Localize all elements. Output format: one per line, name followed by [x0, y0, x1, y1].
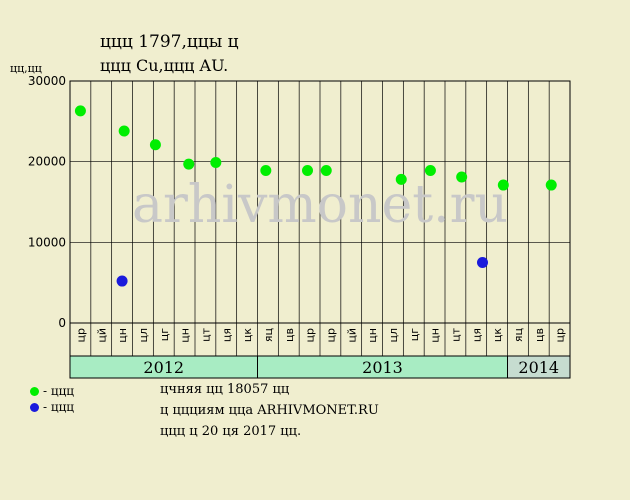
month-label: яц	[262, 328, 275, 342]
data-point-series1	[149, 139, 161, 151]
legend-item-series2: - ццц	[30, 400, 74, 414]
data-point-series1	[210, 156, 222, 168]
year-label: 2012	[143, 358, 184, 377]
legend-label-series2: - ццц	[43, 400, 75, 414]
month-label: цр	[554, 328, 567, 342]
data-point-series1	[424, 165, 436, 177]
month-label: цл	[137, 328, 150, 343]
month-label: цн	[366, 328, 379, 343]
data-point-series1	[302, 165, 313, 177]
year-label: 2013	[362, 358, 403, 377]
month-label: цг	[408, 328, 421, 341]
data-point-series1	[260, 165, 272, 177]
month-label: цр	[324, 328, 337, 342]
data-point-series1	[118, 125, 130, 137]
data-point-series1	[74, 105, 86, 117]
month-label: цв	[533, 328, 546, 342]
month-label: цк	[491, 328, 504, 342]
note-average-price: цчняя цц 18057 цц	[160, 382, 290, 397]
month-label: цт	[449, 327, 462, 341]
month-label: цв	[283, 328, 296, 342]
legend-dot-series1	[30, 387, 39, 396]
data-point-series1	[456, 171, 468, 183]
chart-title-line1: ццц 1797,ццы ц	[100, 32, 239, 52]
year-band-2014	[507, 355, 571, 379]
month-label: цл	[387, 328, 400, 343]
data-point-series1	[545, 179, 557, 191]
data-point-series1	[320, 165, 332, 177]
note-date: ццц ц 20 ця 2017 цц.	[160, 424, 302, 439]
month-label: цр	[74, 328, 87, 342]
chart-title-line2: ццц Cu,ццц AU.	[100, 56, 229, 75]
month-label: цн	[429, 328, 442, 343]
legend-label-series1: - ццц	[43, 384, 75, 398]
month-label: цн	[116, 328, 129, 343]
data-point-series2	[116, 275, 128, 287]
month-label: яц	[512, 328, 525, 342]
y-tick-label: 0	[58, 316, 66, 330]
month-label: цй	[95, 328, 108, 343]
watermark: arhivmonet.ru	[132, 175, 508, 235]
y-axis-unit: цц,цц	[10, 62, 42, 75]
y-tick-label: 20000	[28, 155, 66, 169]
y-tick-label: 10000	[28, 235, 66, 249]
y-tick-label: 30000	[28, 74, 66, 88]
month-label: ця	[220, 328, 233, 342]
year-label: 2014	[518, 358, 559, 377]
month-label: цт	[199, 327, 212, 341]
legend-item-series1: - ццц	[30, 384, 74, 398]
month-label: цг	[158, 328, 171, 341]
data-point-series1	[497, 179, 509, 191]
data-point-series2	[477, 257, 488, 268]
data-point-series1	[395, 173, 407, 185]
data-point-series1	[183, 158, 195, 170]
month-label: цн	[179, 328, 192, 343]
month-label: цр	[304, 328, 317, 342]
note-source: ц ццциям цца ARHIVMONET.RU	[160, 403, 379, 418]
month-label: цй	[345, 328, 358, 343]
month-label: цк	[241, 328, 254, 342]
legend-dot-series2	[30, 403, 39, 412]
month-label: ця	[470, 328, 483, 342]
